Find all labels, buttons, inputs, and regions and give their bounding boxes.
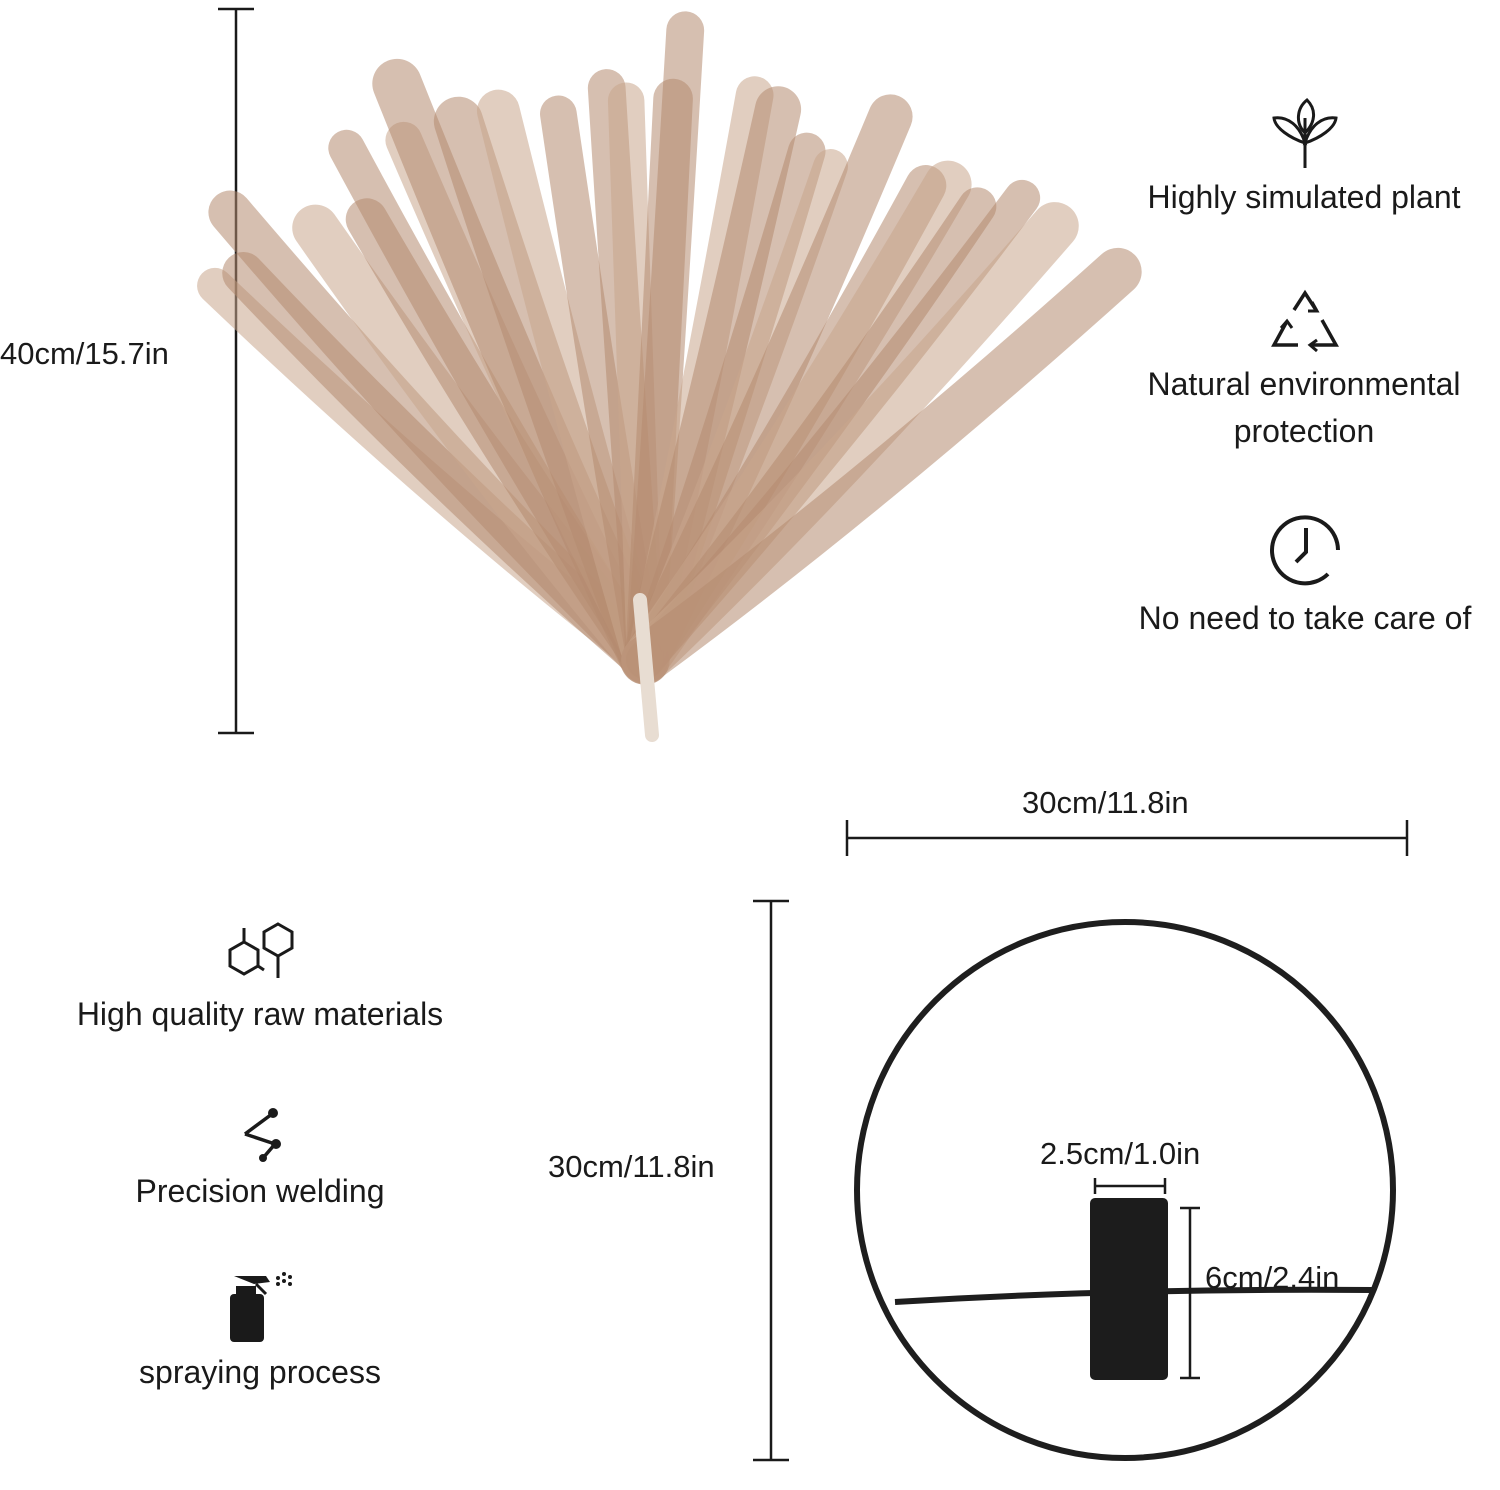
holder-height-label: 30cm/11.8in bbox=[548, 1149, 715, 1184]
clock-icon bbox=[1270, 515, 1340, 586]
feature-raw-materials: High quality raw materials bbox=[76, 996, 444, 1032]
cup-diameter-dimension-line bbox=[1093, 1178, 1167, 1194]
plant-height-label: 40cm/15.7in bbox=[0, 336, 169, 371]
pampas-grass-image bbox=[197, 11, 1142, 742]
holder-width-label: 30cm/11.8in bbox=[1022, 785, 1189, 820]
plume-frond bbox=[621, 247, 1142, 684]
recycle-icon bbox=[1271, 289, 1339, 353]
plant-height-dimension-line bbox=[218, 7, 254, 735]
feature-no-care: No need to take care of bbox=[1138, 600, 1472, 636]
holder-width-dimension-line bbox=[845, 820, 1409, 856]
cup-height-dimension-line bbox=[1180, 1206, 1200, 1380]
feature-highly-simulated: Highly simulated plant bbox=[1147, 179, 1461, 215]
holder-height-dimension-line bbox=[753, 899, 789, 1462]
ring-candle-holder-image bbox=[854, 919, 1396, 1461]
feature-environmental-line1: Natural environmental bbox=[1147, 366, 1461, 402]
leaf-icon bbox=[1272, 97, 1338, 168]
spray-bottle-icon bbox=[230, 1272, 292, 1342]
feature-environmental: Natural environmental protection bbox=[1147, 361, 1460, 455]
weld-nodes-icon bbox=[243, 1108, 281, 1162]
feature-environmental-line2: protection bbox=[1233, 413, 1375, 449]
cup-height-label: 6cm/2.4in bbox=[1205, 1260, 1340, 1295]
plume-stem bbox=[633, 593, 659, 742]
hexagon-molecule-icon bbox=[228, 922, 294, 978]
feature-spraying: spraying process bbox=[139, 1354, 381, 1390]
cup-diameter-label: 2.5cm/1.0in bbox=[1040, 1136, 1201, 1171]
feature-precision-welding: Precision welding bbox=[135, 1173, 385, 1209]
